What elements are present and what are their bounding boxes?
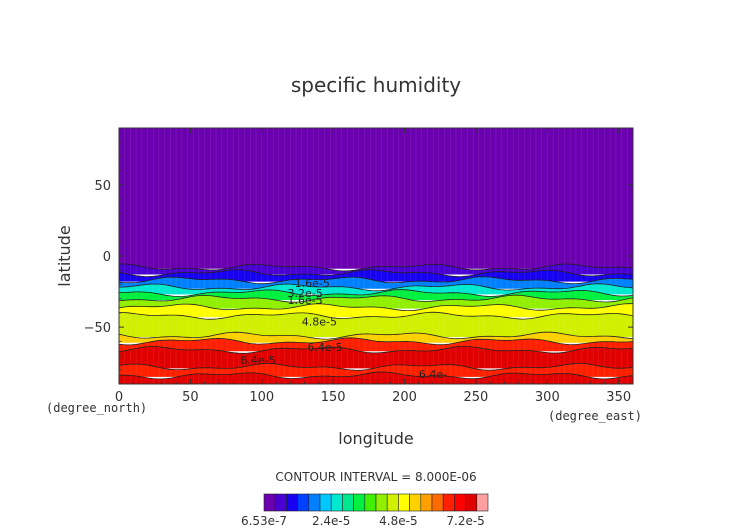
humidity-band bbox=[119, 303, 633, 318]
x-tick-label: 150 bbox=[321, 390, 346, 405]
colorbar-swatch bbox=[386, 493, 399, 512]
colorbar-tick-label: 4.8e-5 bbox=[379, 514, 417, 528]
colorbar-swatch bbox=[308, 493, 321, 512]
contour-line bbox=[119, 331, 633, 340]
contour-line bbox=[119, 311, 633, 320]
x-axis-label: longitude bbox=[338, 429, 413, 448]
x-tick-label: 50 bbox=[182, 390, 199, 405]
y-tick-label: 0 bbox=[103, 250, 111, 265]
contour-line bbox=[119, 337, 633, 346]
colorbar-swatch bbox=[342, 493, 354, 512]
contour-line bbox=[119, 363, 633, 371]
humidity-band bbox=[119, 128, 633, 269]
humidity-band bbox=[119, 312, 633, 338]
y-tick-label: 50 bbox=[94, 179, 111, 194]
x-tick-label: 0 bbox=[115, 390, 123, 405]
x-tick-label: 200 bbox=[392, 390, 417, 405]
contour-label: 6.4e-5 bbox=[240, 354, 275, 367]
colorbar-swatch bbox=[454, 493, 466, 512]
contour-label: 1.6e-5 bbox=[287, 294, 322, 307]
colorbar-swatch bbox=[263, 493, 276, 512]
contour-label: 3.2e-5 bbox=[287, 287, 322, 300]
humidity-band bbox=[119, 276, 633, 289]
humidity-band bbox=[119, 337, 633, 352]
contour-labels: 1.6e-53.2e-51.6e-5 4.8e-5 6.4e-5 6.4e-5 6.4e… bbox=[240, 277, 447, 381]
colorbar-tick-label: 2.4e-5 bbox=[312, 514, 350, 528]
colorbar-swatch bbox=[442, 493, 455, 512]
colorbar-tick-label: 7.2e-5 bbox=[446, 514, 484, 528]
colorbar-labels: 6.53e-7 2.4e-5 4.8e-5 7.2e-5 bbox=[241, 514, 485, 528]
contour-lines bbox=[119, 263, 633, 380]
colorbar-swatch bbox=[409, 493, 422, 512]
contour-line bbox=[119, 371, 633, 380]
x-tick-label: 250 bbox=[464, 390, 489, 405]
colorbar-swatch bbox=[286, 493, 298, 512]
colorbar-swatch bbox=[319, 493, 332, 512]
colorbar-tick-label: 6.53e-7 bbox=[241, 514, 287, 528]
x-tick-label: 100 bbox=[249, 390, 274, 405]
colorbar-swatch bbox=[353, 493, 366, 512]
y-axis-label: latitude bbox=[55, 225, 74, 286]
contour-line bbox=[119, 269, 633, 278]
colorbar-swatch bbox=[398, 493, 410, 512]
contour-line bbox=[119, 345, 633, 354]
chart-title: specific humidity bbox=[291, 73, 461, 97]
colorbar bbox=[263, 493, 489, 512]
colorbar-swatch bbox=[297, 493, 310, 512]
contour-line bbox=[119, 289, 633, 297]
contour-line bbox=[119, 294, 633, 303]
colorbar-swatch bbox=[420, 493, 433, 512]
humidity-band bbox=[119, 372, 633, 384]
colorbar-swatch bbox=[274, 493, 287, 512]
colorbar-swatch bbox=[364, 493, 377, 512]
y-unit-label: (degree_north) bbox=[46, 401, 147, 415]
colorbar-swatch bbox=[330, 493, 343, 512]
y-tick-label: −50 bbox=[84, 321, 111, 336]
x-tick-label: 300 bbox=[535, 390, 560, 405]
humidity-band bbox=[119, 346, 633, 369]
contour-label: 6.4e-5 bbox=[307, 341, 342, 354]
y-axis-ticks: 50 0 −50 bbox=[84, 141, 633, 371]
contour-line bbox=[119, 303, 633, 311]
humidity-field bbox=[119, 128, 633, 384]
contour-interval-label: CONTOUR INTERVAL = 8.000E-06 bbox=[275, 470, 476, 484]
contour-label: 6.4e- bbox=[419, 368, 447, 381]
contour-line bbox=[119, 263, 633, 272]
colorbar-swatch bbox=[476, 493, 489, 512]
x-tick-label: 350 bbox=[606, 390, 631, 405]
contour-label: 1.6e-5 bbox=[295, 277, 330, 290]
contour-line bbox=[119, 283, 633, 292]
contour-label: 4.8e-5 bbox=[302, 315, 337, 328]
colorbar-swatch bbox=[431, 493, 444, 512]
humidity-band bbox=[119, 269, 633, 282]
contour-line bbox=[119, 276, 633, 285]
x-unit-label: (degree_east) bbox=[548, 409, 642, 423]
colorbar-swatch bbox=[375, 493, 388, 512]
x-axis-ticks: 0 50 100 150 200 250 300 350 bbox=[115, 128, 631, 405]
colorbar-swatch bbox=[465, 493, 478, 512]
